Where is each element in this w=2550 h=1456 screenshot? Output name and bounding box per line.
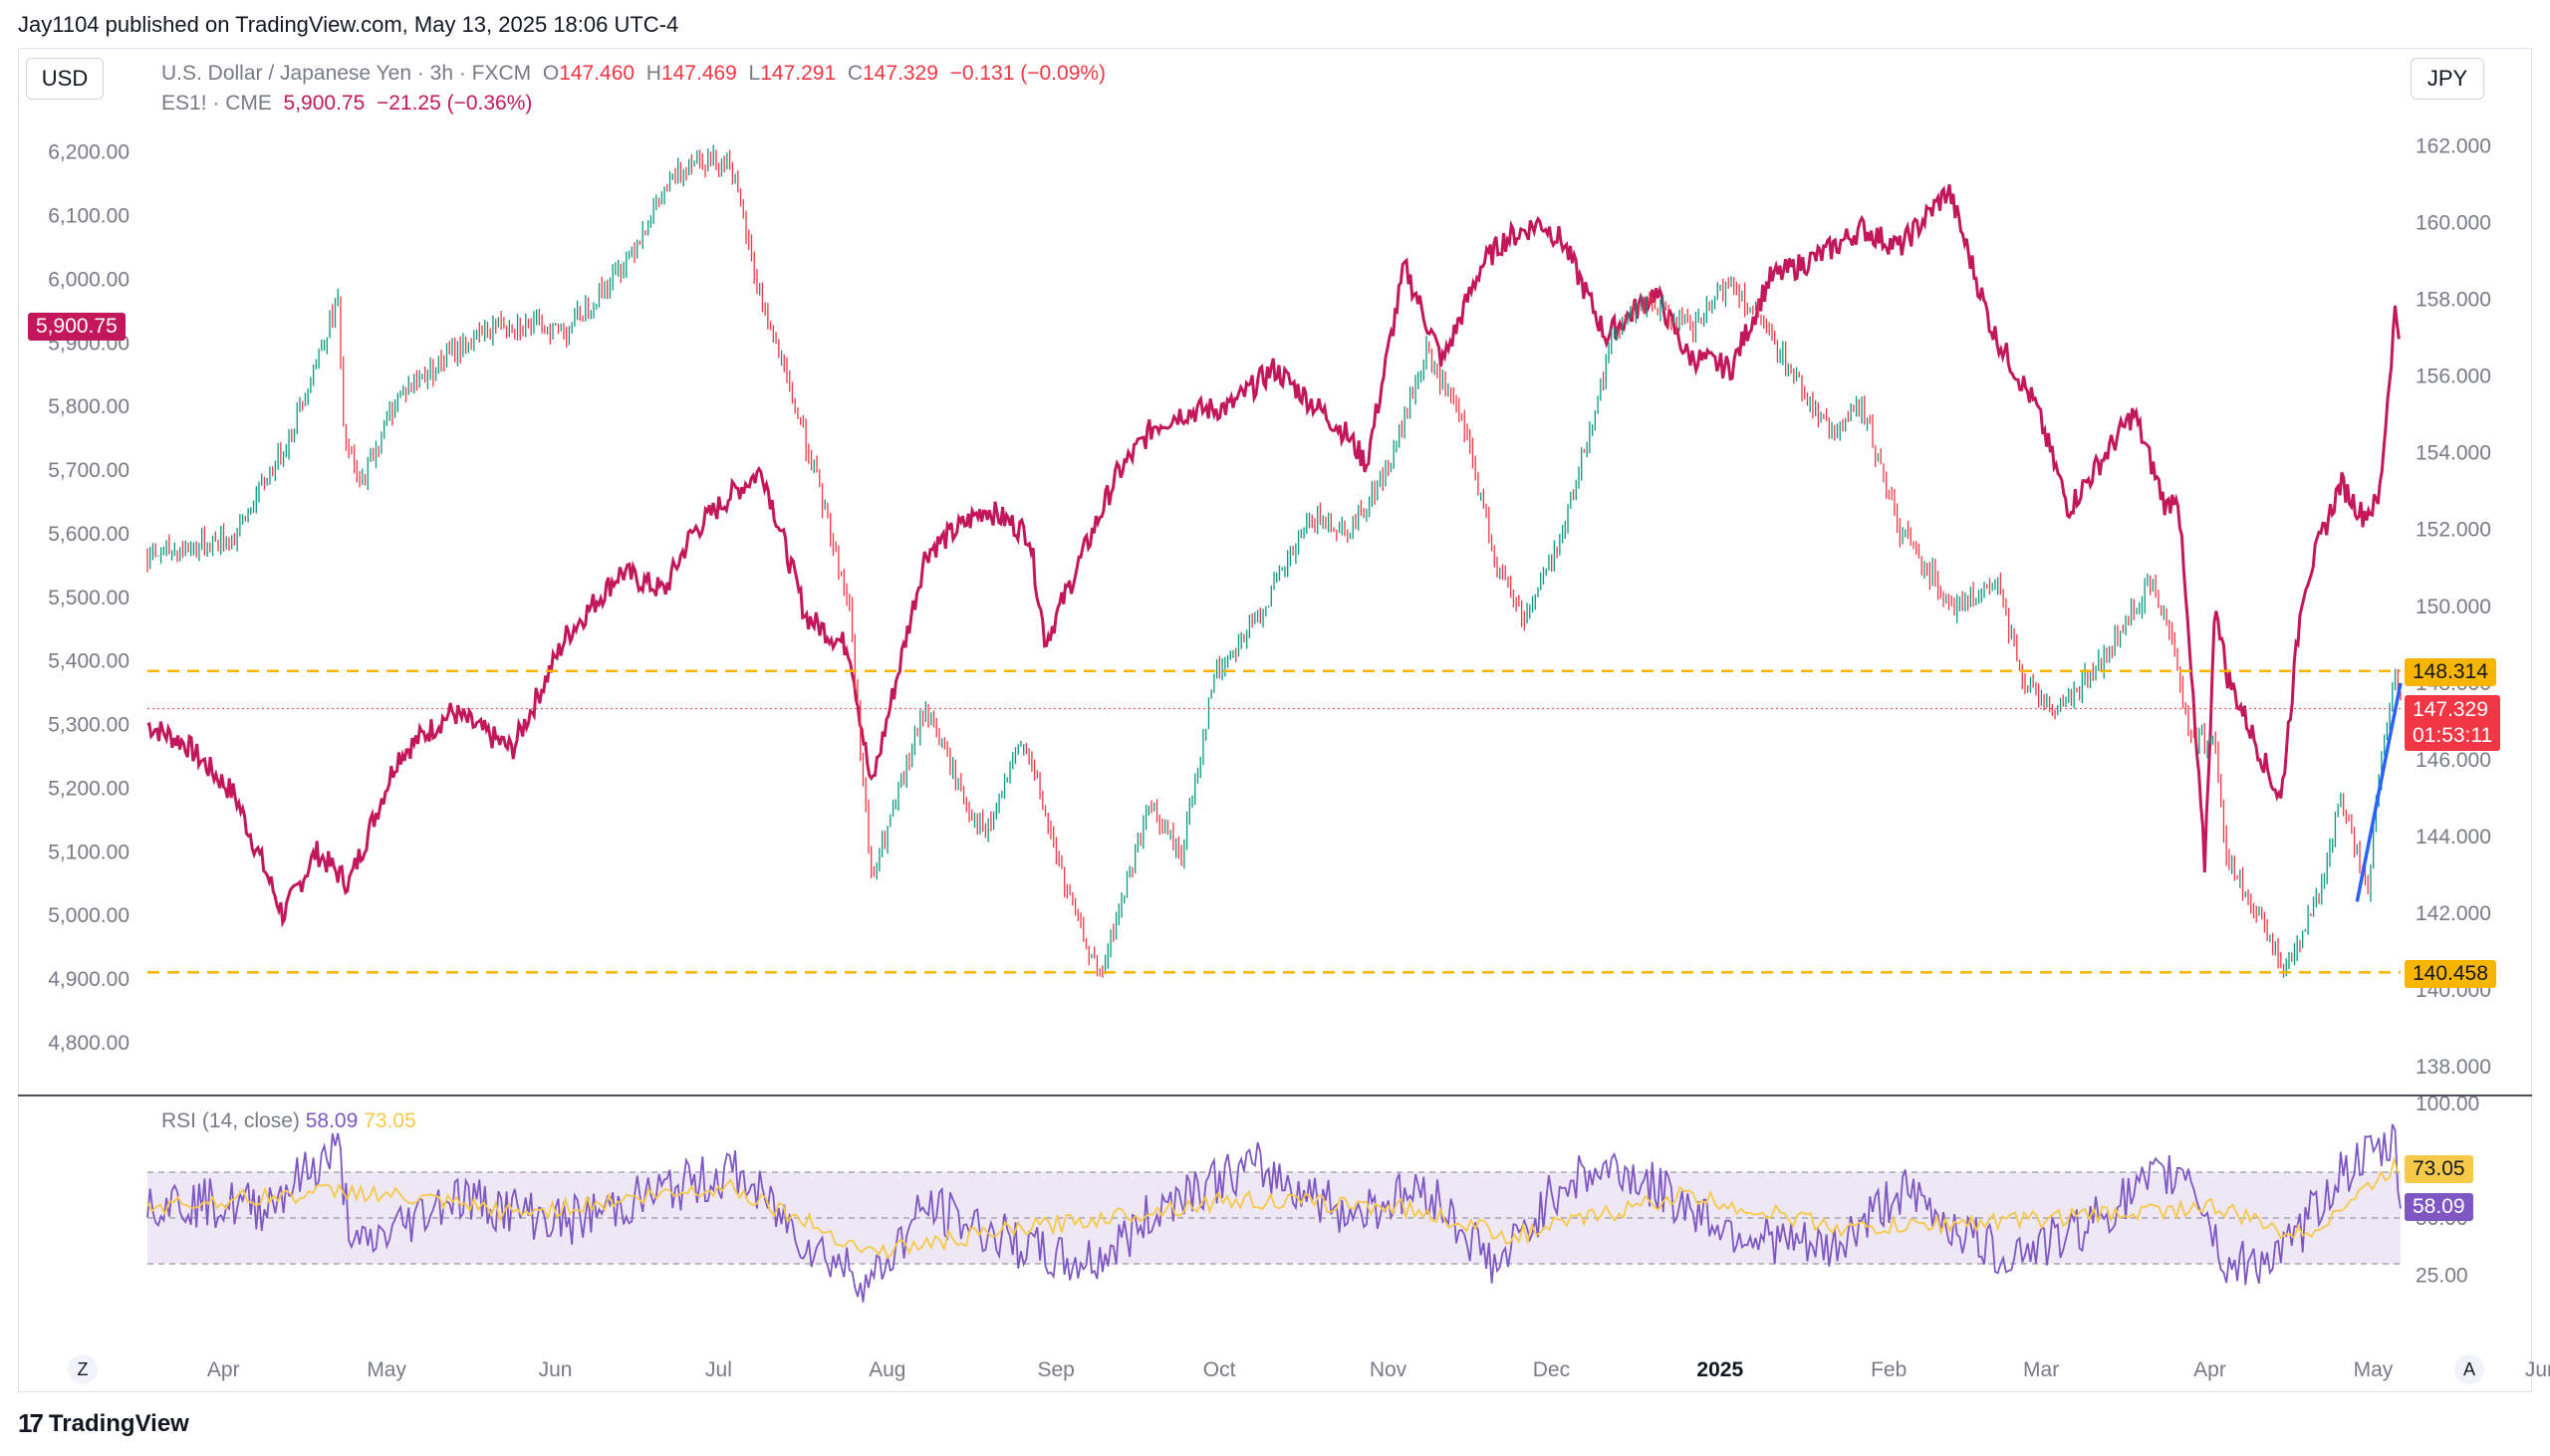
left-axis-tick-6: 5,600.00 <box>48 523 129 546</box>
upper-level-tag: 148.314 <box>2405 658 2496 686</box>
es-series-legend[interactable]: ES1! · CME 5,900.75 −21.25 (−0.36%) <box>161 92 532 116</box>
trend-line <box>2355 682 2403 902</box>
right-axis-tick-4: 154.000 <box>2416 442 2491 465</box>
time-axis-tick-14: Jun <box>2525 1358 2550 1381</box>
main-series-legend[interactable]: U.S. Dollar / Japanese Yen · 3h · FXCM O… <box>161 62 1106 86</box>
left-axis-tick-0: 6,200.00 <box>48 141 129 164</box>
right-axis-tick-5: 152.000 <box>2416 519 2491 542</box>
rsi-legend[interactable]: RSI (14, close) 58.09 73.05 <box>161 1109 416 1133</box>
left-axis-tick-2: 6,000.00 <box>48 268 129 291</box>
left-axis-tick-14: 4,800.00 <box>48 1032 129 1055</box>
right-axis-tick-3: 156.000 <box>2416 365 2491 388</box>
time-axis-tick-6: Oct <box>1203 1358 1236 1381</box>
right-axis-tick-0: 162.000 <box>2416 135 2491 158</box>
time-axis-tick-5: Sep <box>1038 1358 1075 1381</box>
es-last-price-tag: 5,900.75 <box>28 313 126 341</box>
legend-open-label: O <box>542 62 560 85</box>
time-axis-tick-13: May <box>2354 1358 2394 1381</box>
left-scale-unit-button[interactable]: USD <box>26 58 104 100</box>
time-axis-tick-0: Apr <box>207 1358 240 1381</box>
time-axis-tick-2: Jun <box>539 1358 573 1381</box>
legend-open: 147.460 <box>559 62 636 85</box>
time-axis-tick-4: Aug <box>869 1358 905 1381</box>
left-axis-tick-9: 5,300.00 <box>48 714 129 737</box>
time-axis-tick-3: Jul <box>705 1358 732 1381</box>
es-legend-symbol: ES1! · CME <box>161 92 272 115</box>
time-axis-tick-1: May <box>367 1358 406 1381</box>
last-price-tag: 147.329 01:53:11 <box>2405 695 2501 751</box>
chart-frame <box>18 48 2532 1392</box>
rsi-ma-line <box>146 1155 2400 1260</box>
es-legend-value: 5,900.75 <box>283 92 366 115</box>
legend-low: 147.291 <box>760 62 837 85</box>
left-axis-tick-5: 5,700.00 <box>48 459 129 482</box>
tradingview-logo-icon: 17 <box>18 1408 44 1438</box>
rsi-legend-ma: 73.05 <box>364 1109 416 1132</box>
left-axis-tick-10: 5,200.00 <box>48 777 129 800</box>
tradingview-brand[interactable]: 17 TradingView <box>18 1408 189 1439</box>
legend-symbol: U.S. Dollar / Japanese Yen · 3h · FXCM <box>161 62 532 85</box>
left-axis-tick-11: 5,100.00 <box>48 841 129 863</box>
legend-close-label: C <box>847 62 863 85</box>
last-price-value: 147.329 <box>2413 698 2488 721</box>
legend-high-label: H <box>645 62 661 85</box>
time-axis-tick-9: 2025 <box>1696 1358 1743 1381</box>
left-axis-tick-1: 6,100.00 <box>48 205 129 228</box>
left-axis-tick-13: 4,900.00 <box>48 968 129 991</box>
legend-change: −0.131 (−0.09%) <box>949 62 1107 85</box>
es-series-line <box>146 184 2401 928</box>
time-axis-tick-10: Feb <box>1871 1358 1907 1381</box>
time-axis-tick-8: Dec <box>1533 1358 1570 1381</box>
right-axis-tick-10: 142.000 <box>2416 902 2491 925</box>
rsi-legend-name: RSI (14, close) <box>161 1109 300 1132</box>
right-scale-unit-button[interactable]: JPY <box>2411 58 2484 100</box>
time-axis-tick-12: Apr <box>2193 1358 2226 1381</box>
right-axis-tick-8: 146.000 <box>2416 749 2491 772</box>
time-axis-tick-11: Mar <box>2023 1358 2059 1381</box>
rsi-legend-value: 58.09 <box>305 1109 359 1132</box>
left-axis-tick-8: 5,400.00 <box>48 650 129 673</box>
legend-low-label: L <box>748 62 761 85</box>
rsi-axis-tick-0: 100.00 <box>2416 1092 2479 1115</box>
left-axis-tick-7: 5,500.00 <box>48 587 129 609</box>
legend-high: 147.469 <box>660 62 737 85</box>
right-axis-tick-9: 144.000 <box>2416 826 2491 849</box>
rsi-axis-tick-2: 25.00 <box>2416 1265 2468 1288</box>
bar-countdown: 01:53:11 <box>2413 724 2493 747</box>
right-axis-tick-6: 150.000 <box>2416 596 2491 618</box>
rsi-ma-tag: 73.05 <box>2405 1155 2473 1183</box>
rsi-value-tag: 58.09 <box>2405 1193 2473 1221</box>
time-axis-tick-7: Nov <box>1370 1358 1407 1381</box>
right-axis-tick-1: 160.000 <box>2416 212 2491 235</box>
left-axis-tick-4: 5,800.00 <box>48 395 129 418</box>
brand-name: TradingView <box>48 1409 189 1437</box>
left-axis-tick-12: 5,000.00 <box>48 904 129 927</box>
auto-scale-button[interactable]: A <box>2454 1354 2484 1384</box>
right-axis-tick-12: 138.000 <box>2416 1056 2491 1079</box>
legend-close: 147.329 <box>863 62 938 85</box>
usdjpy-candles <box>146 144 2402 978</box>
es-legend-change: −21.25 (−0.36%) <box>376 92 533 115</box>
lower-level-tag: 140.458 <box>2405 960 2496 988</box>
zoom-button[interactable]: Z <box>68 1354 98 1384</box>
publisher-caption: Jay1104 published on TradingView.com, Ma… <box>18 12 679 37</box>
right-axis-tick-2: 158.000 <box>2416 289 2491 312</box>
